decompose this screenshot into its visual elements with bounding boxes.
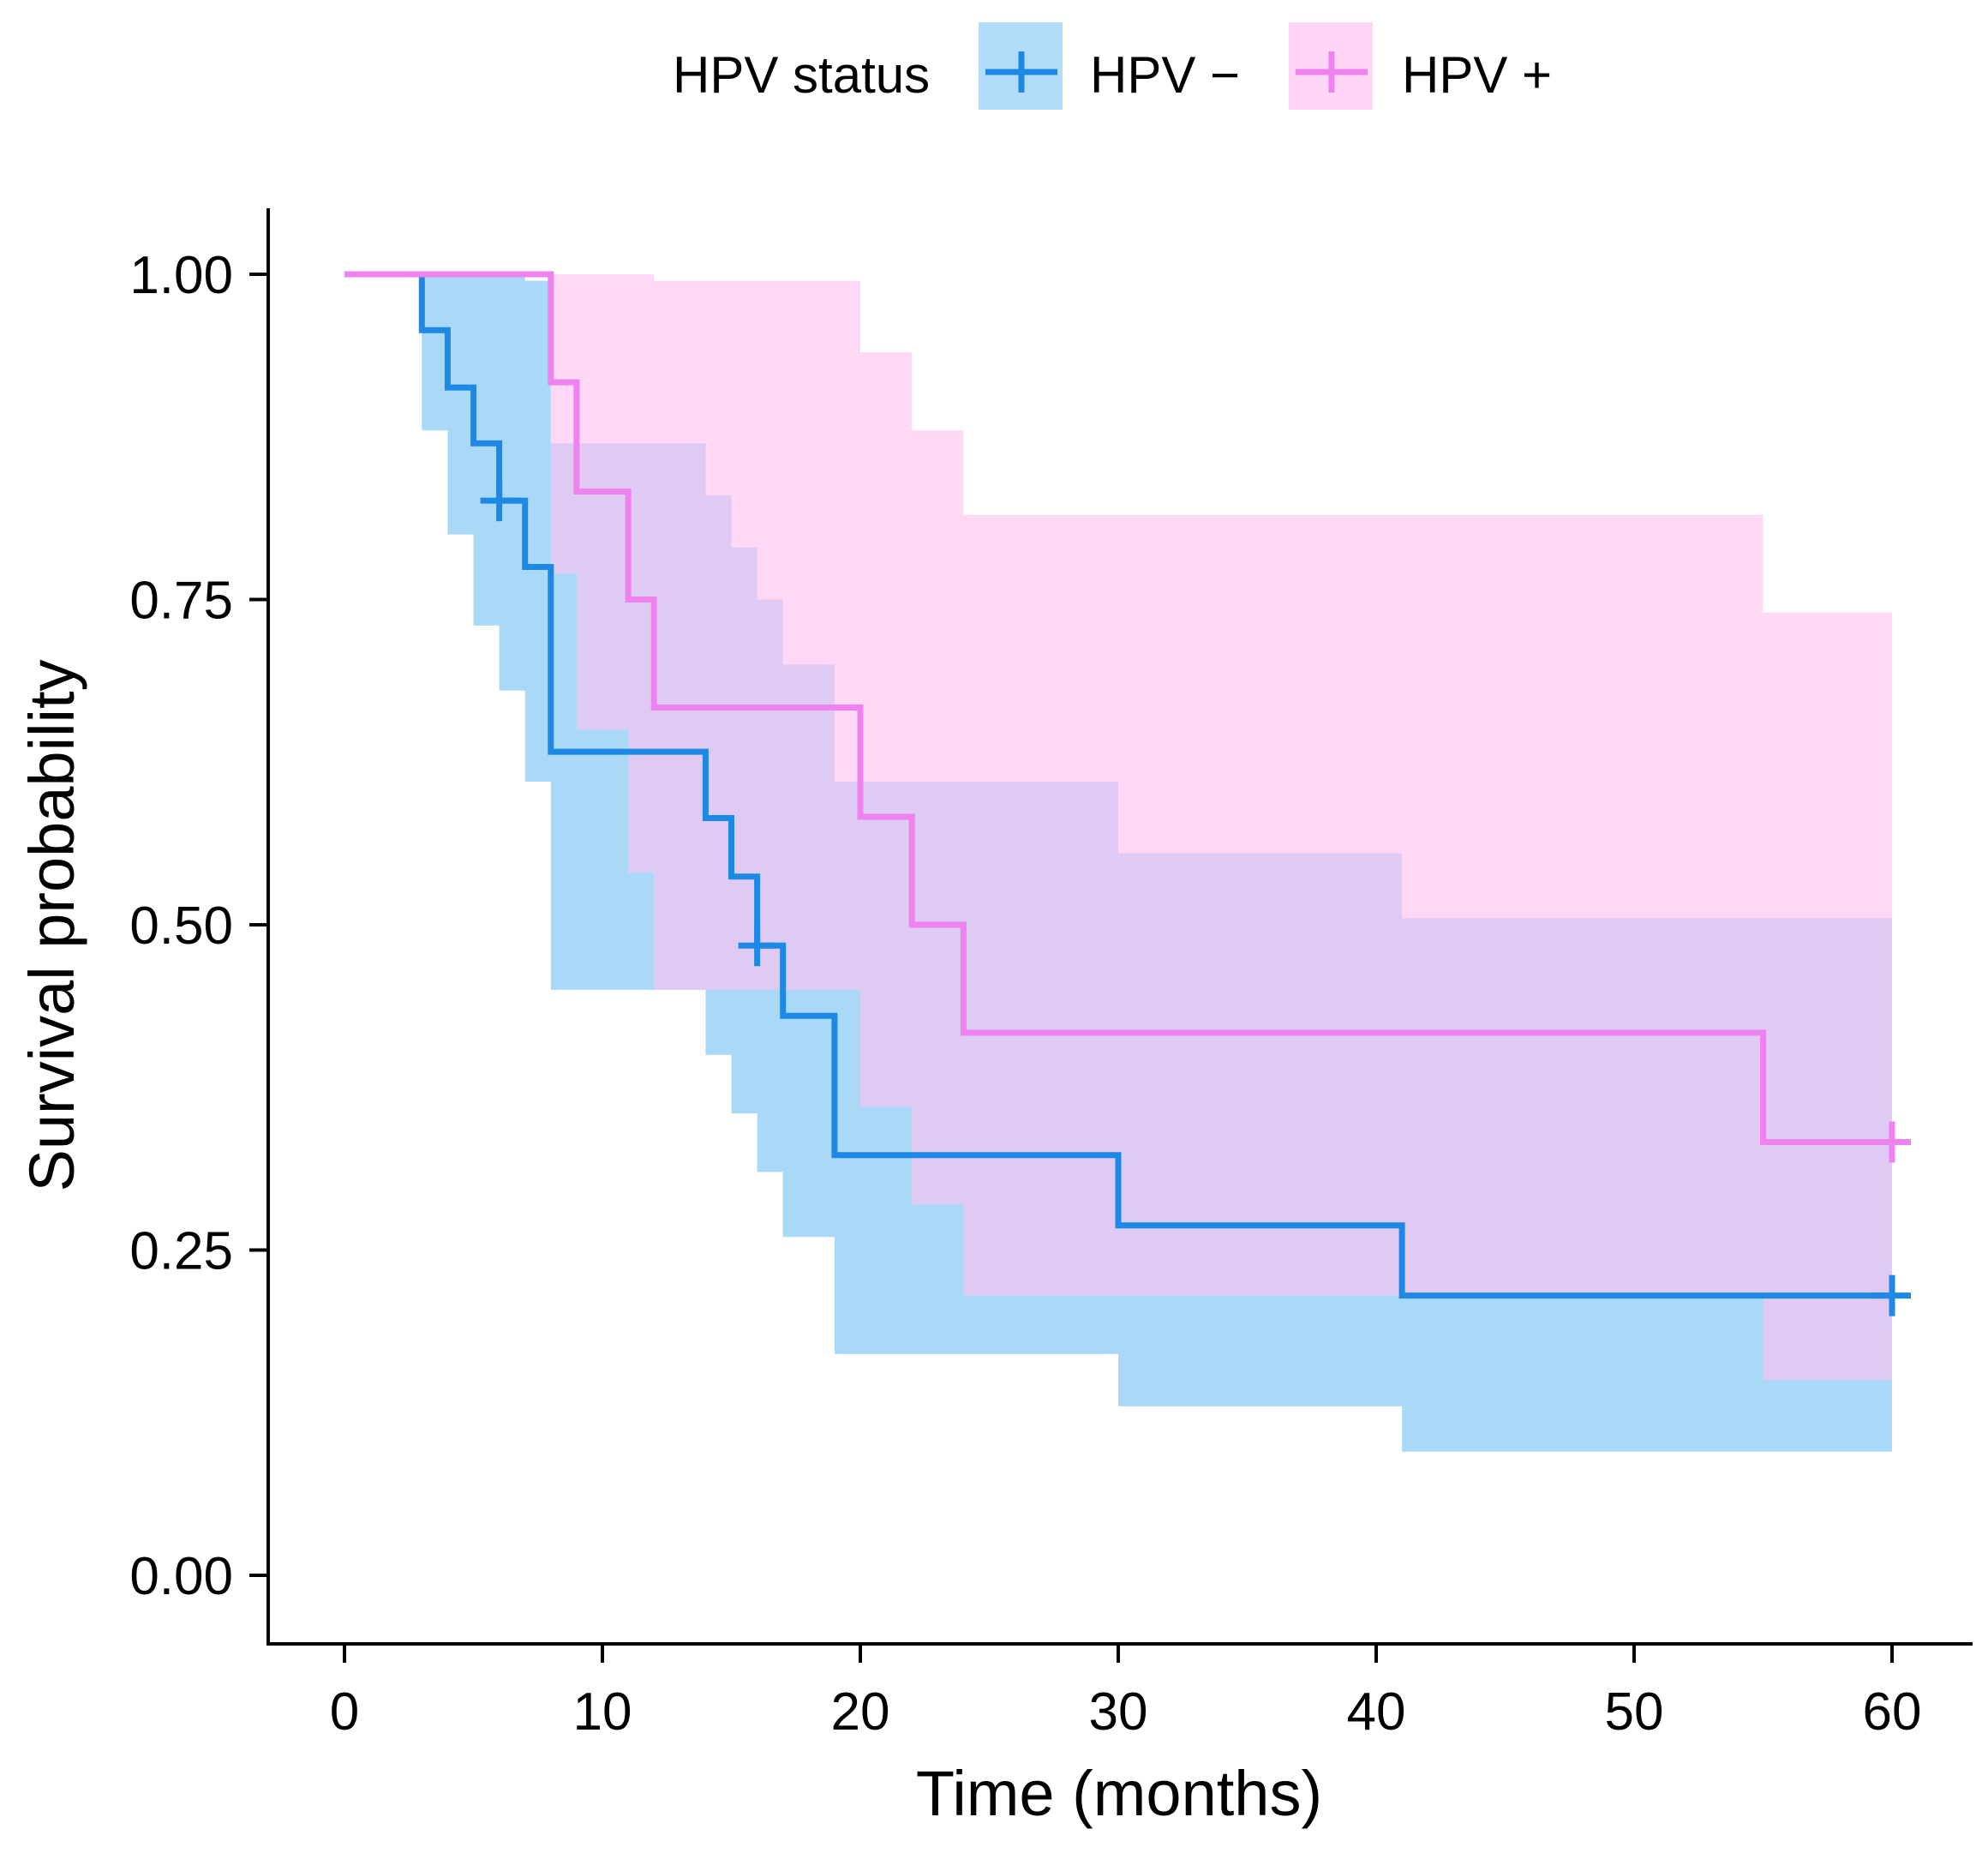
survival-curve-hpv-pos: [344, 271, 1892, 1145]
confidence-band-hpv-pos: [344, 274, 1892, 1381]
x-tick-label: 60: [1863, 1682, 1922, 1742]
censor-mark-hpv-pos: [1873, 1121, 1911, 1163]
x-tick-label: 30: [1089, 1682, 1148, 1742]
y-tick-label: 0.25: [129, 1222, 233, 1281]
x-tick-label: 20: [831, 1682, 890, 1742]
legend-label-hpv-pos: HPV +: [1402, 46, 1552, 104]
censor-mark-hpv-neg: [480, 480, 518, 522]
confidence-bands: [344, 274, 1892, 1452]
y-tick-label: 0.75: [129, 572, 233, 631]
censor-mark-hpv-neg: [1873, 1274, 1911, 1316]
y-tick-label: 0.50: [129, 897, 233, 956]
x-tick-label: 0: [330, 1682, 359, 1742]
y-tick-label: 1.00: [129, 246, 233, 305]
survival-curve-hpv-neg: [344, 271, 1892, 1299]
y-tick-label: 0.00: [129, 1547, 233, 1606]
x-tick-label: 40: [1347, 1682, 1406, 1742]
censor-mark-hpv-neg: [738, 925, 776, 967]
y-axis-ticks: 0.00 0.25 0.50 0.75 1.00: [129, 246, 268, 1606]
legend: HPV status HPV − HPV +: [673, 22, 1552, 110]
legend-title: HPV status: [673, 46, 930, 104]
y-axis-title: Survival probability: [16, 659, 87, 1191]
legend-label-hpv-neg: HPV −: [1090, 46, 1240, 104]
survival-curves: [344, 271, 1892, 1299]
x-axis-ticks: 0 10 20 30 40 50 60: [330, 1644, 1922, 1742]
x-tick-label: 50: [1605, 1682, 1664, 1742]
x-axis-title: Time (months): [916, 1758, 1322, 1829]
censor-marks: [480, 480, 1911, 1316]
x-tick-label: 10: [573, 1682, 632, 1742]
